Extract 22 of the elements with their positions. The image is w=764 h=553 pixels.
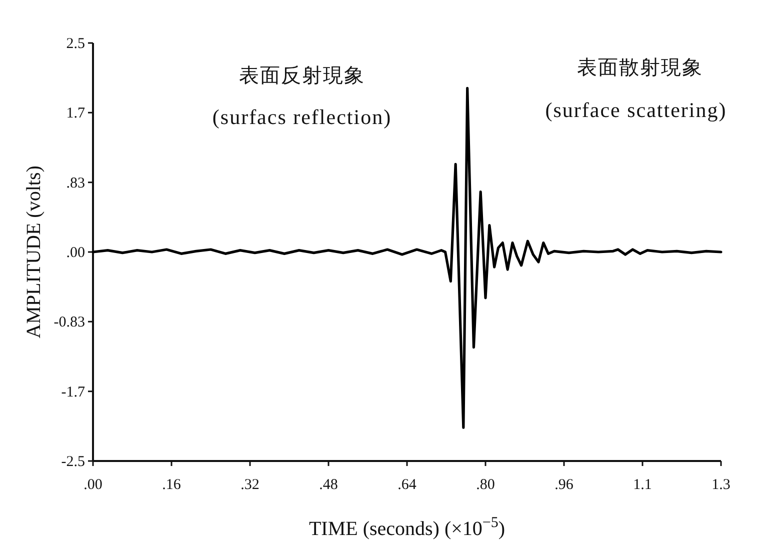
y-tick-label: -1.7: [61, 384, 86, 400]
y-tick-label: .83: [66, 175, 85, 192]
y-tick-label: 1.7: [66, 106, 86, 122]
x-tick-label: .16: [162, 477, 182, 493]
x-tick-label: 1.3: [712, 477, 730, 493]
y-tick-label: -2.5: [61, 454, 85, 470]
annotation: 表面反射現象: [239, 65, 365, 87]
y-tick-label: .00: [66, 245, 85, 261]
x-tick-label: .80: [476, 477, 495, 493]
y-tick-label: 2.5: [66, 36, 85, 52]
y-axis-title: AMPLITUDE (volts): [23, 166, 45, 338]
x-axis-title: TIME (seconds) (×10$^{−5}$): [308, 515, 506, 540]
x-tick-label: 1.1: [633, 477, 652, 493]
x-tick-label: .96: [554, 477, 574, 493]
x-tick-label: .00: [84, 477, 102, 493]
annotation: (surface scattering): [545, 98, 727, 122]
annotation: (surfacs reflection): [212, 105, 392, 129]
x-tick-label: .48: [319, 477, 338, 493]
annotation: 表面散射現象: [577, 57, 703, 79]
x-tick-label: .64: [398, 477, 417, 493]
x-tick-label: .32: [240, 477, 260, 493]
y-tick-label: -0.83: [54, 314, 85, 331]
